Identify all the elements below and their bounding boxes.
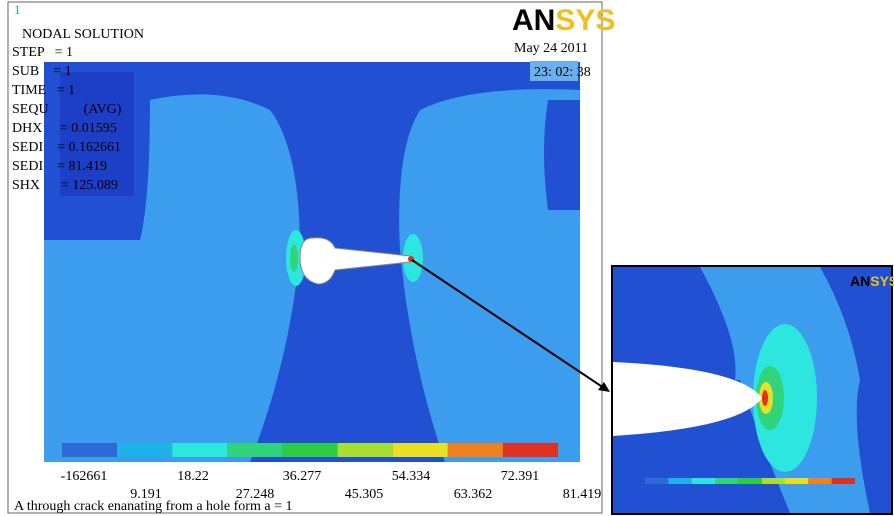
color-swatch (503, 443, 558, 457)
index: 1 (14, 2, 21, 17)
legend-label: 63.362 (454, 487, 493, 502)
date: May 24 2011 (514, 41, 588, 56)
color-swatch (785, 478, 808, 484)
color-swatch (668, 478, 691, 484)
crack-tip (762, 390, 768, 406)
color-swatch (338, 443, 393, 457)
info-line: SHX = 125.089 (12, 178, 118, 193)
color-bar (62, 443, 558, 457)
color-swatch (692, 478, 715, 484)
legend-label: 81.419 (563, 487, 602, 502)
info-line: SEQU (AVG) (12, 102, 122, 117)
legend-label: 36.277 (283, 469, 322, 484)
info-line: SEDI = 81.419 (12, 159, 107, 174)
info-line: DHX = 0.01595 (12, 121, 117, 136)
color-swatch (715, 478, 738, 484)
legend-label: -162661 (61, 469, 108, 484)
info-line: TIME = 1 (12, 83, 75, 98)
legend-label: 54.334 (392, 469, 431, 484)
color-swatch (282, 443, 337, 457)
info-line: STEP = 1 (12, 45, 73, 60)
color-swatch (762, 478, 785, 484)
color-swatch (62, 443, 117, 457)
legend-label: 72.391 (501, 469, 540, 484)
color-swatch (738, 478, 761, 484)
title: NODAL SOLUTION (22, 27, 144, 42)
legend-label: 18.22 (177, 469, 209, 484)
inset-logo: ANSYS (850, 273, 894, 289)
logo: ANSYS (512, 4, 615, 37)
info-line: SUB = 1 (12, 64, 72, 79)
color-swatch (645, 478, 668, 484)
color-swatch (808, 478, 831, 484)
info-line: SEDI = 0.162661 (12, 140, 121, 155)
screenshot: 1 NODAL SOLUTION STEP = 1 SUB = 1 TIME = 1… (0, 0, 894, 516)
caption: A through crack enanating from a hole fo… (14, 499, 292, 514)
dark-region (544, 100, 580, 210)
color-swatch (832, 478, 855, 484)
stress-zone (290, 244, 298, 272)
legend-label: 45.305 (345, 487, 384, 502)
color-swatch (117, 443, 172, 457)
color-swatch (448, 443, 503, 457)
color-swatch (172, 443, 227, 457)
color-swatch (393, 443, 448, 457)
color-swatch (227, 443, 282, 457)
inset-color-bar (645, 478, 855, 484)
time: 23: 02: 38 (534, 65, 591, 80)
